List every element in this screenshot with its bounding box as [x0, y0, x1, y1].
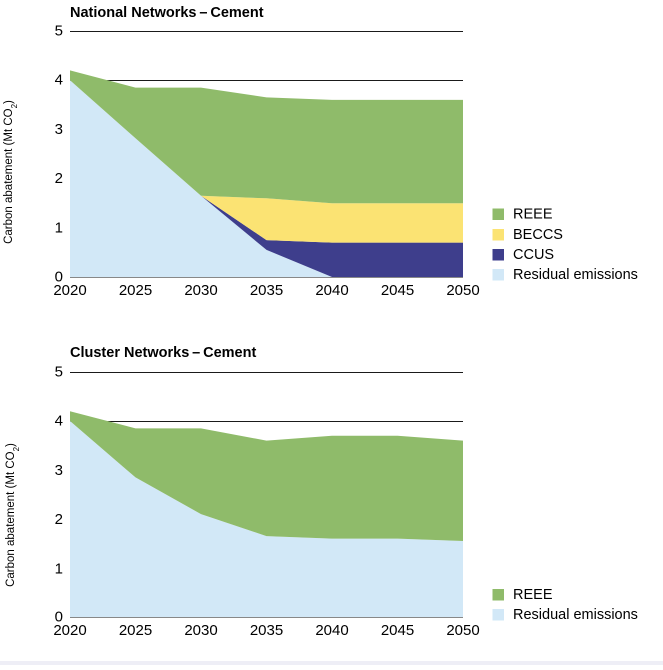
svg-text:2030: 2030 [184, 282, 217, 299]
svg-text:National Networks – Cement: National Networks – Cement [70, 5, 264, 21]
svg-text:2050: 2050 [446, 282, 479, 299]
svg-text:4: 4 [55, 413, 63, 430]
svg-text:2: 2 [55, 170, 63, 187]
svg-text:4: 4 [55, 72, 63, 89]
svg-text:3: 3 [55, 462, 63, 479]
svg-text:2020: 2020 [53, 282, 86, 299]
svg-text:REEE: REEE [513, 206, 553, 222]
svg-text:2030: 2030 [184, 622, 217, 639]
svg-text:Residual emissions: Residual emissions [513, 267, 638, 283]
svg-text:2025: 2025 [119, 622, 152, 639]
svg-text:2040: 2040 [315, 282, 348, 299]
svg-text:Residual emissions: Residual emissions [513, 607, 638, 623]
svg-text:BECCS: BECCS [513, 227, 563, 243]
svg-text:3: 3 [55, 121, 63, 138]
svg-text:2035: 2035 [250, 282, 283, 299]
svg-text:2035: 2035 [250, 622, 283, 639]
svg-text:REEE: REEE [513, 587, 553, 603]
svg-text:1: 1 [55, 219, 63, 236]
svg-text:5: 5 [55, 364, 63, 381]
svg-text:2020: 2020 [53, 622, 86, 639]
svg-text:2025: 2025 [119, 282, 152, 299]
svg-text:1: 1 [55, 560, 63, 577]
svg-text:2040: 2040 [315, 622, 348, 639]
svg-text:Cluster Networks – Cement: Cluster Networks – Cement [70, 345, 256, 361]
svg-text:CCUS: CCUS [513, 247, 554, 263]
svg-text:2050: 2050 [446, 622, 479, 639]
svg-text:2045: 2045 [381, 282, 414, 299]
svg-text:5: 5 [55, 23, 63, 40]
svg-text:2: 2 [55, 511, 63, 528]
svg-text:2045: 2045 [381, 622, 414, 639]
